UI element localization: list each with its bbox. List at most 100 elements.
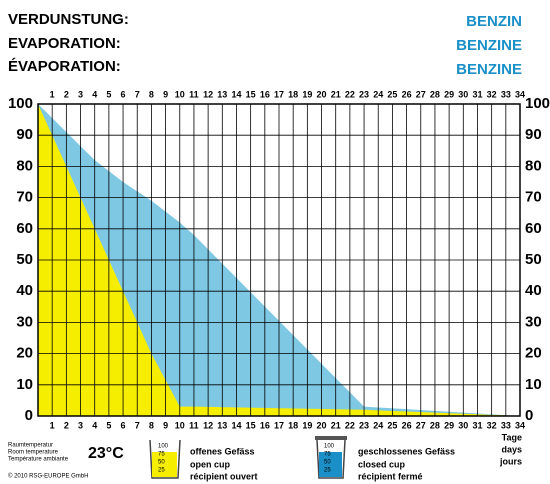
- x-tick-label: 9: [163, 420, 168, 430]
- y-tick-label: 50: [16, 251, 33, 268]
- x-tick-label: 33: [501, 89, 511, 99]
- x-tick-label: 32: [487, 420, 497, 430]
- temp-label: Température ambiante: [8, 457, 69, 463]
- x-tick-label: 24: [373, 420, 383, 430]
- x-tick-label: 12: [203, 420, 213, 430]
- cup-scale: 25: [158, 468, 165, 474]
- title: ÉVAPORATION:: [8, 58, 121, 75]
- cup-scale: 50: [324, 460, 331, 466]
- y-tick-label: 40: [525, 282, 542, 299]
- y-tick-label: 50: [525, 251, 542, 268]
- x-tick-label: 6: [121, 420, 126, 430]
- x-tick-label: 34: [515, 89, 525, 99]
- x-label: jours: [499, 456, 522, 466]
- subtitle: BENZINE: [456, 61, 522, 78]
- cup-scale: 100: [324, 444, 335, 450]
- y-tick-label: 40: [16, 282, 33, 299]
- x-tick-label: 19: [302, 89, 312, 99]
- legend-label: récipient fermé: [358, 471, 423, 481]
- x-tick-label: 23: [359, 89, 369, 99]
- x-tick-label: 2: [64, 420, 69, 430]
- x-tick-label: 9: [163, 89, 168, 99]
- x-tick-label: 2: [64, 89, 69, 99]
- x-tick-label: 4: [92, 420, 97, 430]
- x-tick-label: 18: [288, 420, 298, 430]
- x-tick-label: 31: [472, 420, 482, 430]
- x-tick-label: 21: [331, 89, 341, 99]
- y-tick-label: 30: [525, 313, 542, 330]
- x-tick-label: 29: [444, 420, 454, 430]
- y-tick-label: 0: [25, 407, 33, 424]
- x-tick-label: 3: [78, 420, 83, 430]
- y-tick-label: 20: [16, 345, 33, 362]
- y-tick-label: 60: [525, 220, 542, 237]
- y-tick-label: 70: [525, 189, 542, 206]
- cup-scale: 25: [324, 468, 331, 474]
- title: EVAPORATION:: [8, 35, 121, 52]
- x-tick-label: 28: [430, 420, 440, 430]
- x-tick-label: 21: [331, 420, 341, 430]
- x-tick-label: 7: [135, 89, 140, 99]
- legend-label: closed cup: [358, 459, 406, 469]
- x-tick-label: 12: [203, 89, 213, 99]
- y-tick-label: 90: [16, 126, 33, 143]
- y-tick-label: 10: [525, 376, 542, 393]
- y-tick-label: 90: [525, 126, 542, 143]
- x-tick-label: 4: [92, 89, 97, 99]
- y-tick-label: 100: [8, 95, 33, 112]
- cup-scale: 75: [158, 452, 165, 458]
- legend-label: geschlossenes Gefäss: [358, 446, 455, 456]
- x-tick-label: 16: [260, 89, 270, 99]
- x-tick-label: 22: [345, 89, 355, 99]
- x-tick-label: 32: [487, 89, 497, 99]
- x-tick-label: 33: [501, 420, 511, 430]
- y-tick-label: 0: [525, 407, 533, 424]
- y-tick-label: 70: [16, 189, 33, 206]
- area: [38, 104, 520, 416]
- cup-scale: 50: [158, 460, 165, 466]
- x-tick-label: 10: [175, 89, 185, 99]
- x-label: Tage: [502, 432, 522, 442]
- cup-scale: 100: [158, 444, 169, 450]
- open-cup-icon: [149, 439, 181, 479]
- x-tick-label: 31: [472, 89, 482, 99]
- x-tick-label: 13: [217, 89, 227, 99]
- x-tick-label: 26: [402, 89, 412, 99]
- x-tick-label: 11: [189, 89, 199, 99]
- copyright: © 2010 RSG-EUROPE GmbH: [8, 473, 88, 480]
- y-tick-label: 60: [16, 220, 33, 237]
- x-tick-label: 16: [260, 420, 270, 430]
- x-tick-label: 14: [231, 89, 241, 99]
- temperature: 23°C: [88, 445, 124, 462]
- y-tick-label: 10: [16, 376, 33, 393]
- x-tick-label: 28: [430, 89, 440, 99]
- x-tick-label: 27: [416, 420, 426, 430]
- y-tick-label: 30: [16, 313, 33, 330]
- x-tick-label: 15: [246, 420, 256, 430]
- x-tick-label: 20: [317, 89, 327, 99]
- x-tick-label: 11: [189, 420, 199, 430]
- x-tick-label: 5: [106, 420, 111, 430]
- x-tick-label: 22: [345, 420, 355, 430]
- plot-frame: [37, 103, 521, 417]
- x-label: days: [501, 444, 522, 454]
- x-tick-label: 30: [458, 420, 468, 430]
- x-tick-label: 34: [515, 420, 525, 430]
- x-tick-label: 25: [387, 89, 397, 99]
- x-tick-label: 20: [317, 420, 327, 430]
- x-tick-label: 3: [78, 89, 83, 99]
- x-tick-label: 8: [149, 89, 154, 99]
- legend-label: open cup: [190, 459, 231, 469]
- y-tick-label: 80: [16, 157, 33, 174]
- x-tick-label: 8: [149, 420, 154, 430]
- temp-label: Room temperature: [8, 450, 59, 456]
- x-tick-label: 29: [444, 89, 454, 99]
- x-tick-label: 17: [274, 89, 284, 99]
- title: VERDUNSTUNG:: [8, 11, 129, 28]
- x-tick-label: 5: [106, 89, 111, 99]
- x-tick-label: 19: [302, 420, 312, 430]
- x-tick-label: 30: [458, 89, 468, 99]
- legend-label: récipient ouvert: [190, 471, 258, 481]
- y-tick-label: 100: [525, 95, 550, 112]
- x-tick-label: 1: [50, 420, 55, 430]
